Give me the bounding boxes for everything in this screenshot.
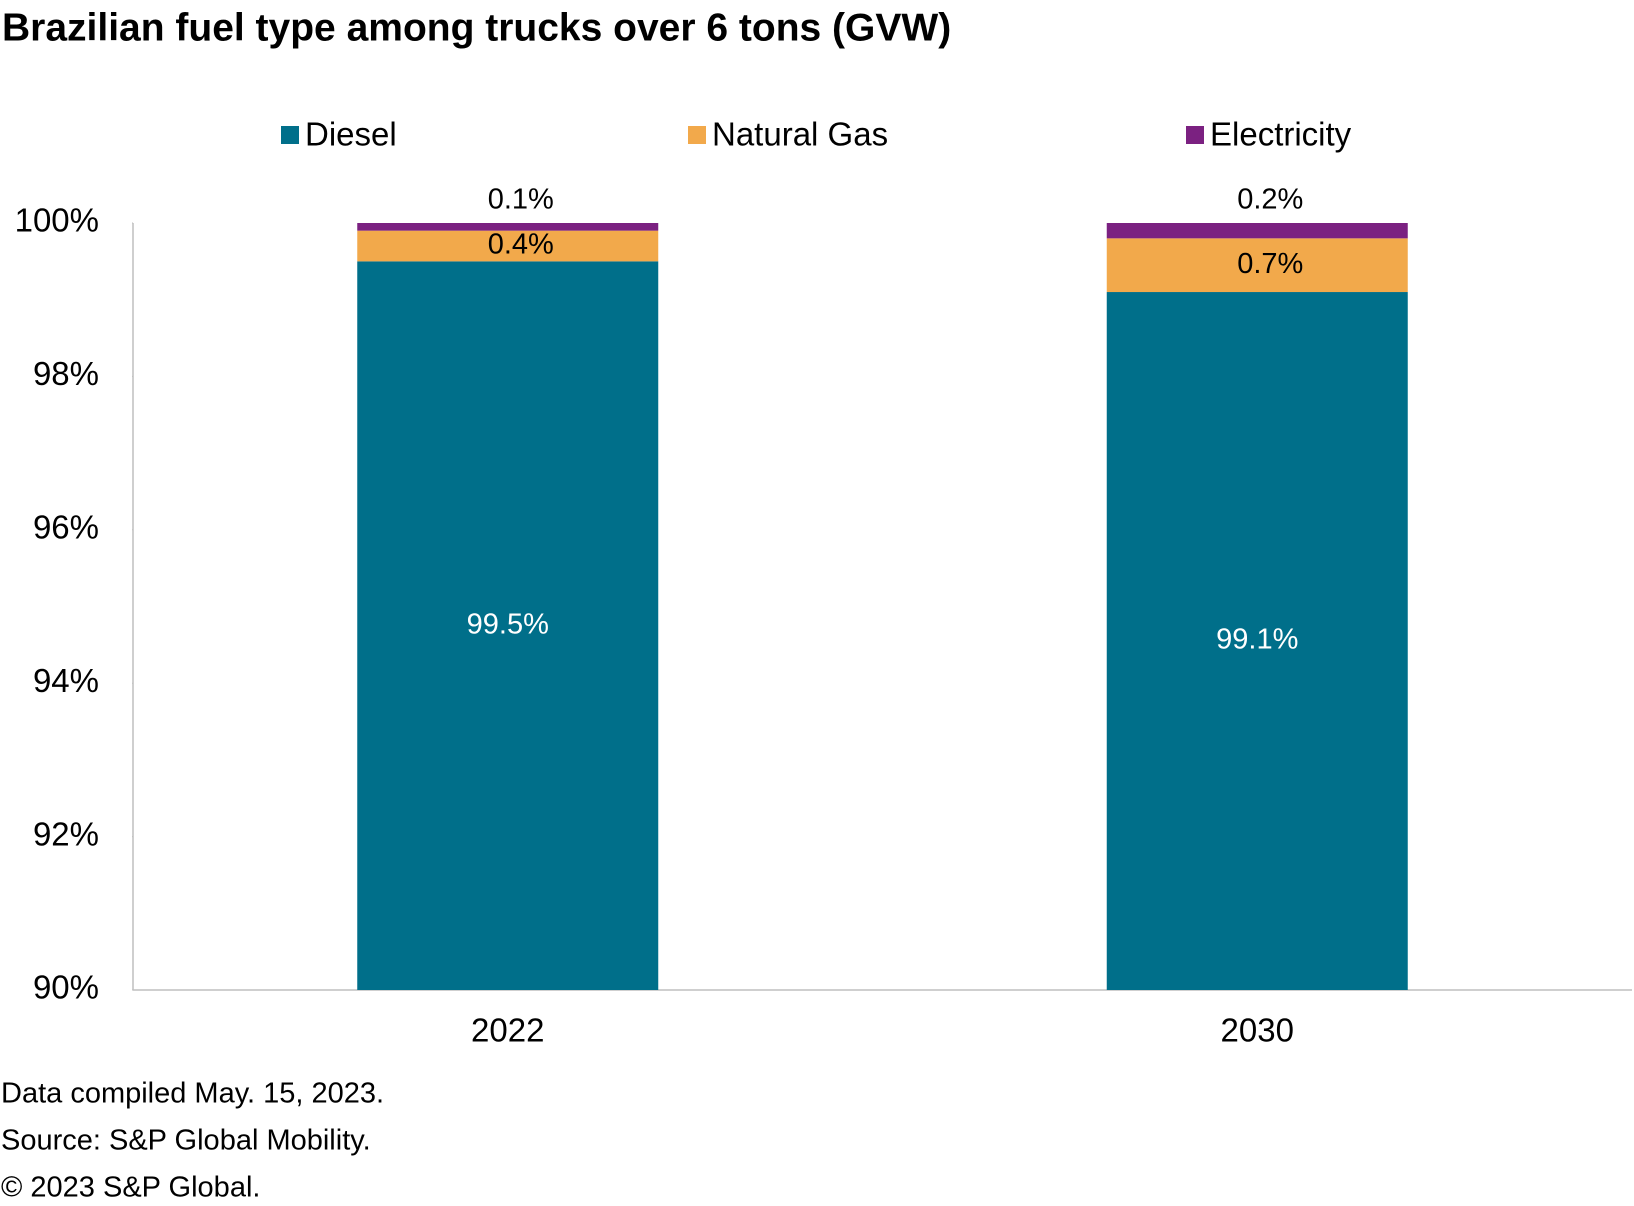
legend-swatch: [688, 126, 706, 144]
bar-segment: [357, 223, 659, 231]
legend-swatch: [1186, 126, 1204, 144]
footnote: Source: S&P Global Mobility.: [1, 1125, 371, 1157]
y-tick-label: 96%: [33, 509, 99, 546]
chart-title: Brazilian fuel type among trucks over 6 …: [2, 6, 951, 49]
x-tick-label: 2022: [471, 1012, 544, 1049]
bar-segment: [1106, 223, 1408, 239]
y-tick-label: 90%: [33, 969, 99, 1006]
legend-swatch: [281, 126, 299, 144]
data-label: 0.4%: [488, 229, 554, 261]
bar-segment: [1106, 292, 1408, 990]
data-label: 0.2%: [1237, 184, 1303, 216]
data-label: 0.7%: [1237, 248, 1303, 280]
data-label: 99.5%: [467, 608, 549, 640]
legend-label: Diesel: [305, 116, 397, 153]
footnote: Data compiled May. 15, 2023.: [1, 1078, 384, 1110]
footnote: © 2023 S&P Global.: [1, 1172, 260, 1204]
data-label: 0.1%: [488, 184, 554, 216]
data-label: 99.1%: [1216, 624, 1298, 656]
y-tick-label: 100%: [15, 202, 99, 239]
bar-segment: [1106, 238, 1408, 293]
y-tick-label: 94%: [33, 662, 99, 699]
y-tick-label: 98%: [33, 355, 99, 392]
legend-label: Natural Gas: [712, 116, 888, 153]
legend-label: Electricity: [1210, 116, 1352, 153]
bar-segment: [357, 261, 659, 991]
y-tick-label: 92%: [33, 815, 99, 852]
bar-segment: [357, 230, 659, 262]
x-tick-label: 2030: [1221, 1012, 1294, 1049]
